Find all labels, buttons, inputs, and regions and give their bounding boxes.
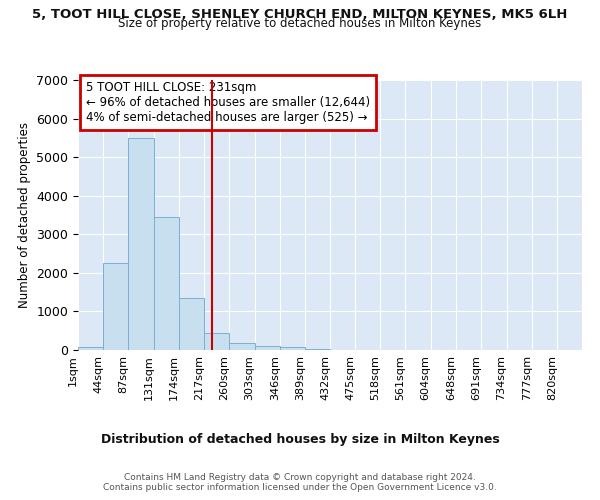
Text: 5, TOOT HILL CLOSE, SHENLEY CHURCH END, MILTON KEYNES, MK5 6LH: 5, TOOT HILL CLOSE, SHENLEY CHURCH END, … xyxy=(32,8,568,20)
Text: Contains public sector information licensed under the Open Government Licence v3: Contains public sector information licen… xyxy=(103,482,497,492)
Text: 5 TOOT HILL CLOSE: 231sqm
← 96% of detached houses are smaller (12,644)
4% of se: 5 TOOT HILL CLOSE: 231sqm ← 96% of detac… xyxy=(86,82,370,124)
Bar xyxy=(179,298,204,350)
Bar xyxy=(78,348,103,350)
Bar xyxy=(229,343,254,350)
Text: Contains HM Land Registry data © Crown copyright and database right 2024.: Contains HM Land Registry data © Crown c… xyxy=(124,472,476,482)
Bar xyxy=(128,138,154,350)
Bar xyxy=(103,263,128,350)
Bar xyxy=(204,332,229,350)
Bar xyxy=(280,347,305,350)
Text: Size of property relative to detached houses in Milton Keynes: Size of property relative to detached ho… xyxy=(118,18,482,30)
Bar xyxy=(254,346,280,350)
Text: Distribution of detached houses by size in Milton Keynes: Distribution of detached houses by size … xyxy=(101,432,499,446)
Bar xyxy=(154,217,179,350)
Bar xyxy=(305,349,330,350)
Y-axis label: Number of detached properties: Number of detached properties xyxy=(18,122,31,308)
